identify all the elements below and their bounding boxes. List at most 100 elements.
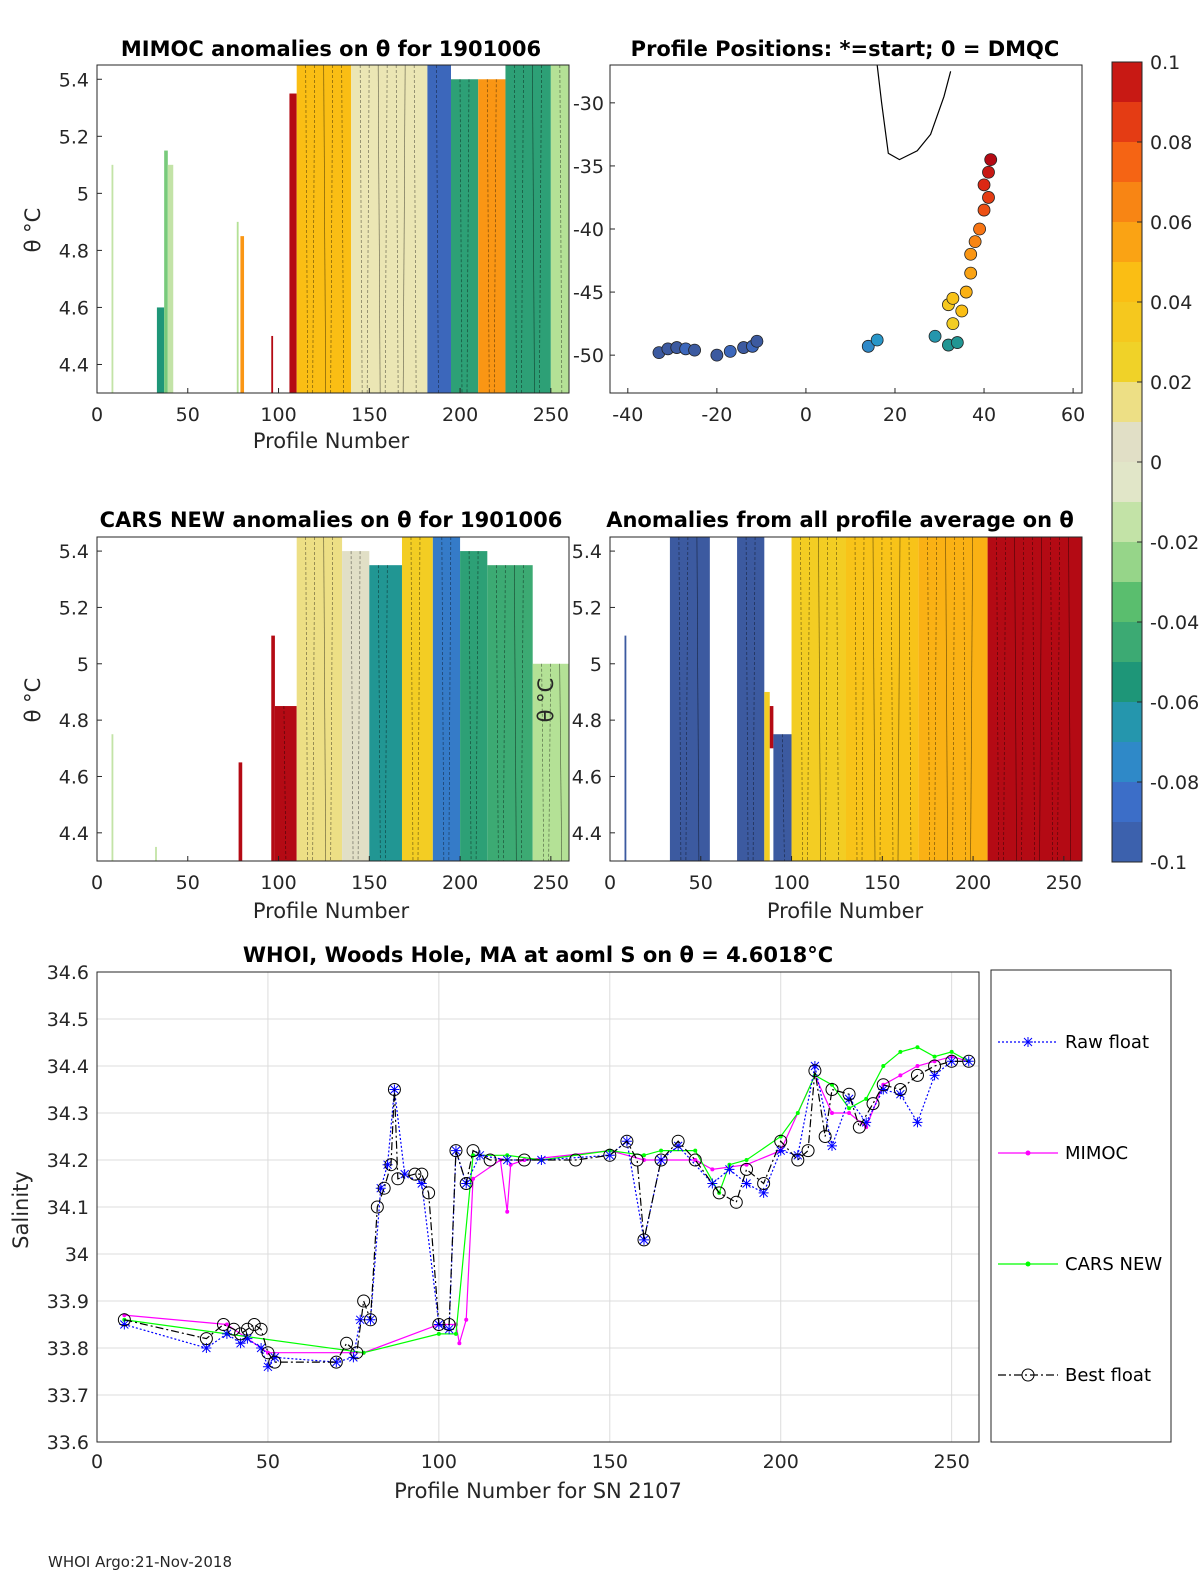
series-line-3 — [124, 1060, 969, 1363]
colorbar-segment — [1112, 142, 1142, 183]
colorbar-segment — [1112, 302, 1142, 343]
footer-stamp: WHOI Argo:21-Nov-2018 — [48, 1553, 232, 1571]
contour-line — [377, 64, 381, 394]
x-tick-label: 50 — [256, 1451, 280, 1473]
colorbar-segment — [1112, 462, 1142, 503]
contour-line — [872, 536, 876, 862]
cars-title: CARS NEW anomalies on θ for 1901006 — [100, 508, 563, 532]
heatmap-column — [624, 635, 627, 861]
series-point — [898, 1049, 903, 1054]
best-float-point — [384, 1158, 398, 1172]
profile-position — [870, 333, 884, 347]
profile-position — [928, 329, 942, 343]
raw-float-point — [399, 1169, 410, 1180]
best-float-point — [442, 1318, 456, 1331]
raw-float-point — [382, 1159, 393, 1170]
x-tick-label: 50 — [176, 404, 200, 426]
y-tick-label: -50 — [573, 345, 604, 367]
legend-marker — [1021, 1368, 1035, 1382]
contour-line — [696, 536, 700, 862]
y-tick-label: 5.2 — [59, 126, 89, 148]
mimoc-xlabel: Profile Number — [253, 429, 410, 453]
x-tick-label: 150 — [351, 872, 387, 894]
best-float-point — [876, 1078, 890, 1092]
heatmap-column — [737, 537, 765, 861]
x-tick-label: 40 — [972, 404, 996, 426]
y-tick-label: 4.8 — [59, 240, 89, 262]
contour-line — [466, 79, 470, 394]
x-tick-label: 250 — [934, 1451, 970, 1473]
legend-marker — [1023, 1037, 1033, 1047]
y-tick-label: 4.4 — [59, 354, 89, 376]
contour-line — [312, 536, 315, 862]
heatmap-column — [532, 663, 569, 861]
contour-line — [486, 79, 490, 394]
best-float-point — [801, 1144, 815, 1158]
best-float-point — [740, 1162, 754, 1176]
raw-float-point — [792, 1150, 803, 1161]
best-float-point — [466, 1144, 480, 1158]
x-tick-label: 200 — [955, 872, 991, 894]
raw-float-point — [809, 1061, 820, 1071]
profile-position — [977, 203, 991, 217]
x-tick-label: 150 — [351, 404, 387, 426]
contour-line — [1014, 536, 1017, 862]
series-point — [744, 1158, 749, 1162]
profile-position — [968, 235, 982, 249]
colorbar-segment — [1112, 822, 1142, 863]
heatmap-column — [478, 79, 506, 394]
contour-line — [879, 536, 883, 862]
raw-float-point — [878, 1084, 889, 1095]
y-tick-label: 5.2 — [572, 597, 602, 619]
contour-line — [330, 536, 333, 862]
colorbar-segment — [1112, 382, 1142, 423]
best-float-point — [391, 1172, 405, 1186]
best-float-point — [729, 1195, 743, 1209]
y-tick-label: -40 — [573, 219, 604, 241]
best-float-point — [569, 1153, 583, 1167]
best-float-point — [340, 1336, 354, 1350]
best-float-point — [240, 1322, 254, 1336]
x-tick-label: 100 — [260, 872, 296, 894]
raw-float-point — [929, 1070, 940, 1081]
all-avg-xlabel: Profile Number — [767, 899, 924, 923]
salinity-legend: Raw float MIMOC CARS NEW Best float — [990, 969, 1172, 1443]
heatmap-column — [164, 150, 168, 393]
positions-title: Profile Positions: *=start; 0 = DMQC — [631, 37, 1060, 61]
y-tick-label: 5.4 — [572, 541, 602, 563]
profile-position — [959, 285, 973, 299]
best-float-point — [234, 1327, 248, 1341]
legend-marker — [1025, 1261, 1031, 1267]
best-float-point — [774, 1134, 788, 1148]
all-avg-panel: 0 50 100 150 200 250 4.4 4.6 4.8 5 5.2 5.4 — [572, 536, 1083, 894]
series-point — [659, 1148, 664, 1153]
contour-line — [378, 565, 381, 862]
contour-line — [410, 536, 414, 862]
contour-line — [417, 536, 421, 862]
figure-canvas: MIMOC anomalies on θ for 1901006 0 50 100 1… — [9, 37, 1199, 1503]
contour-line — [323, 536, 326, 862]
best-float-point — [893, 1083, 907, 1096]
raw-float-point — [758, 1187, 769, 1198]
raw-float-point — [673, 1140, 684, 1151]
raw-float-point — [416, 1178, 427, 1189]
best-float-point — [842, 1087, 856, 1101]
profile-position — [982, 191, 995, 204]
best-float-point — [808, 1064, 822, 1078]
heatmap-column — [296, 537, 343, 861]
heatmap-column — [289, 93, 297, 394]
best-float-point — [117, 1313, 131, 1327]
series-line-1 — [124, 1055, 969, 1354]
best-float-point — [928, 1059, 942, 1073]
contour-line — [532, 64, 535, 394]
y-tick-label: 5.2 — [59, 597, 89, 619]
contour-line — [559, 663, 562, 862]
profile-position — [973, 222, 986, 236]
x-tick-label: 250 — [533, 404, 569, 426]
x-tick-label: 150 — [592, 1451, 628, 1473]
series-point — [508, 1162, 513, 1167]
series-point — [471, 1176, 476, 1181]
best-float-point — [637, 1233, 651, 1247]
heatmap-column — [240, 236, 245, 393]
contour-line — [541, 663, 544, 862]
